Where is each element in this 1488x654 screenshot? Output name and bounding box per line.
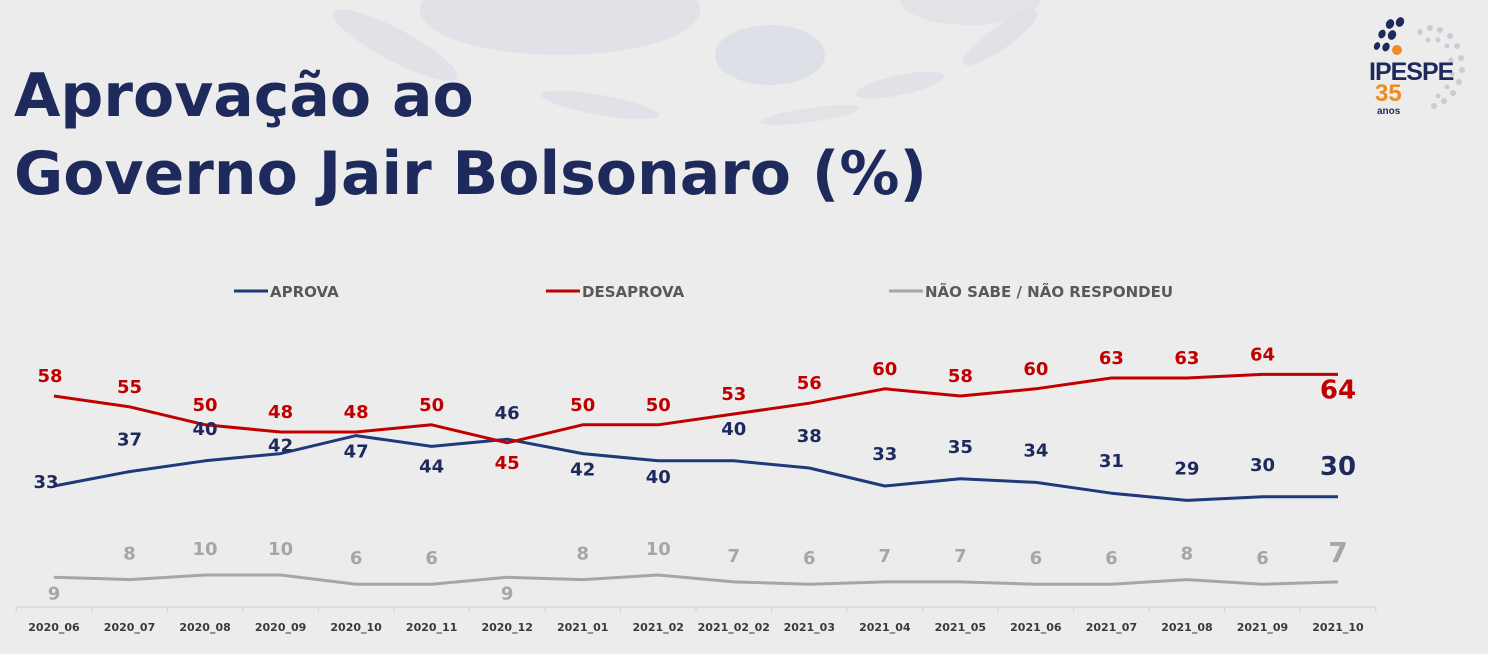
data-label: 58: [948, 366, 973, 387]
data-label: 35: [948, 437, 973, 458]
data-label: 50: [646, 395, 671, 416]
series-line: [53, 372, 1338, 445]
data-label: 64: [1250, 344, 1275, 365]
data-label: 50: [193, 395, 218, 416]
page-title-line-1: Aprovação ao: [14, 61, 474, 131]
data-label: 6: [803, 548, 816, 569]
data-label: 34: [1023, 440, 1048, 461]
x-tick-label: 2020_10: [330, 621, 382, 634]
data-label: 63: [1099, 348, 1124, 369]
series-lines: [53, 372, 1339, 586]
logo-wordmark: IPESPE: [1369, 58, 1454, 86]
data-label: 58: [37, 366, 62, 387]
data-label: 6: [1030, 548, 1043, 569]
x-tick-label: 2021_01: [557, 621, 608, 634]
x-tick-label: 2021_10: [1312, 621, 1364, 634]
data-label: 33: [33, 472, 58, 493]
x-tick-label: 2020_06: [28, 621, 80, 634]
x-axis-ticks: 2020_06 2020_07 2020_08 2020_09 2020_10 2020_…: [15, 607, 1377, 634]
x-tick-label: 2020_12: [481, 621, 532, 634]
x-tick-label: 2021_06: [1010, 621, 1062, 634]
x-tick-label: 2021_04: [859, 621, 911, 634]
data-label: 50: [570, 395, 595, 416]
data-label: 10: [193, 539, 218, 560]
logo-years-number: 35: [1375, 80, 1402, 107]
data-label: 42: [268, 436, 293, 457]
legend-label: APROVA: [270, 283, 339, 301]
data-label: 63: [1174, 348, 1199, 369]
x-tick-label: 2020_08: [179, 621, 230, 634]
data-label: 45: [495, 453, 520, 474]
data-label: 10: [646, 539, 671, 560]
legend-label: NÃO SABE / NÃO RESPONDEU: [925, 282, 1173, 301]
data-label: 40: [721, 419, 746, 440]
data-label: 7: [879, 546, 892, 567]
series-line: [53, 434, 1338, 502]
data-label: 33: [872, 444, 897, 465]
data-label: 37: [117, 430, 142, 451]
data-label: 44: [419, 456, 444, 477]
x-tick-label: 2021_02_02: [698, 621, 770, 634]
data-label: 8: [1181, 544, 1194, 565]
data-label: 40: [646, 467, 671, 488]
data-label: 7: [954, 546, 967, 567]
x-tick-label: 2021_09: [1237, 621, 1288, 634]
data-label: 46: [495, 403, 520, 424]
data-label: 6: [350, 548, 363, 569]
data-label: 31: [1099, 451, 1124, 472]
data-label: 30: [1250, 455, 1275, 476]
data-label: 6: [1105, 548, 1118, 569]
data-label: 8: [576, 544, 589, 565]
x-tick-label: 2020_09: [255, 621, 306, 634]
data-label: 7: [727, 546, 740, 567]
data-label: 30: [1320, 452, 1356, 482]
data-label: 40: [193, 419, 218, 440]
data-labels: 33 37 40 42 47 44 46 42 40 40 38 33 35 34 31 29 30 30 58 55…: [33, 344, 1356, 604]
data-label: 6: [425, 548, 438, 569]
data-label: 50: [419, 395, 444, 416]
data-label: 60: [1023, 359, 1048, 380]
x-tick-label: 2021_05: [935, 621, 986, 634]
x-tick-label: 2021_02: [633, 621, 684, 634]
ipespe-logo: IPESPE 35 anos: [1360, 14, 1476, 120]
data-label: 53: [721, 384, 746, 405]
logo-dots-icon: [1373, 17, 1465, 109]
legend-label: DESAPROVA: [582, 283, 685, 301]
data-label: 42: [570, 460, 595, 481]
data-label: 9: [501, 583, 514, 604]
series-line: [53, 573, 1339, 586]
data-label: 10: [268, 539, 293, 560]
data-label: 8: [123, 544, 136, 565]
x-tick-label: 2021_07: [1086, 621, 1137, 634]
x-tick-label: 2021_03: [784, 621, 835, 634]
x-tick-label: 2020_11: [406, 621, 457, 634]
x-tick-label: 2021_08: [1161, 621, 1212, 634]
data-label: 38: [797, 426, 822, 447]
data-label: 9: [48, 583, 61, 604]
x-tick-label: 2020_07: [104, 621, 155, 634]
data-label: 56: [797, 373, 822, 394]
data-label: 7: [1328, 536, 1347, 569]
page-title-line-2: Governo Jair Bolsonaro (%): [14, 139, 927, 209]
data-label: 60: [872, 359, 897, 380]
data-label: 64: [1320, 375, 1356, 405]
data-label: 48: [344, 402, 369, 423]
data-label: 47: [344, 442, 369, 463]
data-label: 29: [1174, 458, 1199, 479]
logo-years-label: anos: [1377, 106, 1401, 117]
data-label: 55: [117, 377, 142, 398]
data-label: 48: [268, 402, 293, 423]
chart-legend: APROVA DESAPROVA NÃO SABE / NÃO RESPONDEU: [234, 282, 1173, 301]
data-label: 6: [1256, 548, 1269, 569]
